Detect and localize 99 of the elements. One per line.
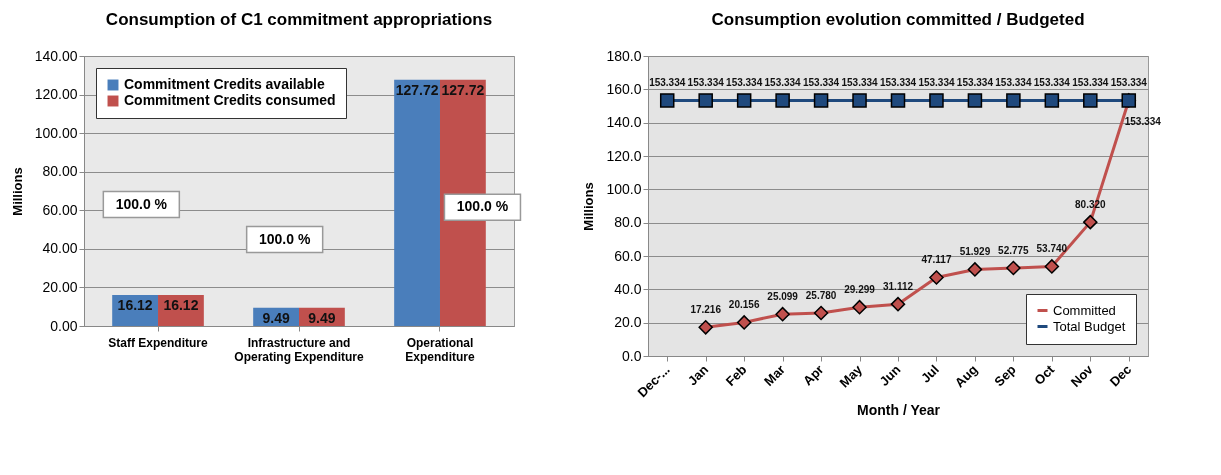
data-label: 153.334 xyxy=(764,77,802,89)
data-label: 153.334 xyxy=(1072,77,1109,89)
x-tick-label: Jun xyxy=(876,361,904,389)
chart-title: Consumption of C1 commitment appropriations xyxy=(105,10,493,29)
y-tick-label: 0.0 xyxy=(622,347,642,364)
data-label: 16.12 xyxy=(163,296,199,313)
data-label: 153.334 xyxy=(956,77,994,89)
bar xyxy=(394,79,440,326)
legend-label: Total Budget xyxy=(1053,318,1126,334)
y-tick-label: 140.0 xyxy=(606,114,642,131)
x-tick-label: Jul xyxy=(918,361,942,386)
point xyxy=(967,93,983,108)
point xyxy=(1044,93,1060,108)
y-tick-label: 120.0 xyxy=(606,147,642,164)
data-label: 153.334 xyxy=(726,77,763,89)
y-tick-label: 180.0 xyxy=(606,47,642,64)
x-tick-label: Infrastructure and Operating Expenditure xyxy=(234,335,364,364)
x-axis-title: Month / Year xyxy=(857,402,941,419)
data-label: 153.334 xyxy=(803,77,840,89)
point xyxy=(1006,260,1021,276)
point xyxy=(736,315,752,330)
data-label: 17.216 xyxy=(690,304,722,316)
data-label: 153.334 xyxy=(918,77,955,89)
annotation: 100.0 % xyxy=(258,230,311,247)
data-label: 153.334 xyxy=(879,77,917,89)
x-tick-label: May xyxy=(836,361,866,391)
x-tick-label: Staff Expenditure xyxy=(108,335,209,350)
legend-label: Committed xyxy=(1053,302,1116,318)
data-label: 25.099 xyxy=(767,291,799,303)
point xyxy=(890,93,906,108)
data-label: 127.72 xyxy=(441,81,485,98)
y-tick-label: 60.00 xyxy=(42,201,78,218)
x-tick-label: Sep xyxy=(991,361,1019,390)
y-tick-label: 100.0 xyxy=(606,180,642,197)
annotation: 100.0 % xyxy=(115,195,168,212)
y-tick-label: 0.00 xyxy=(50,317,78,334)
data-label: 9.49 xyxy=(308,309,336,326)
x-tick-label: Feb xyxy=(722,361,750,389)
x-tick-label: Mar xyxy=(761,361,789,389)
point xyxy=(852,93,867,108)
x-tick-label: Dec xyxy=(1106,361,1135,390)
y-tick-label: 80.0 xyxy=(614,214,642,231)
chart-title: Consumption evolution committed / Budgeted xyxy=(711,10,1085,29)
data-label: 52.775 xyxy=(998,245,1030,257)
y-tick-label: 160.0 xyxy=(606,80,642,97)
point xyxy=(775,93,790,108)
data-label: 29.299 xyxy=(844,284,876,296)
data-label: 153.334 xyxy=(1033,77,1071,89)
point xyxy=(1044,259,1060,274)
legend-label: Commitment Credits available xyxy=(124,76,325,92)
data-label: 20.156 xyxy=(728,299,760,311)
y-tick-label: 140.00 xyxy=(34,47,78,64)
data-label: 153.334 xyxy=(1124,116,1162,128)
point xyxy=(1083,214,1098,230)
data-label: 25.780 xyxy=(805,290,837,302)
y-tick-label: 20.0 xyxy=(614,314,642,331)
point xyxy=(1006,93,1021,108)
data-label: 47.117 xyxy=(921,254,952,266)
data-label: 51.929 xyxy=(959,246,991,258)
point xyxy=(813,93,829,108)
y-axis-title: Millions xyxy=(9,167,25,216)
legend-label: Commitment Credits consumed xyxy=(124,92,336,108)
y-tick-label: 60.0 xyxy=(614,247,642,264)
x-tick-label: Jan xyxy=(684,361,712,389)
point xyxy=(775,306,790,322)
data-label: 16.12 xyxy=(117,296,153,313)
point xyxy=(967,262,983,277)
x-tick-label: Apr xyxy=(800,361,827,389)
x-tick-label: Operational Expenditure xyxy=(405,335,475,364)
point xyxy=(698,93,713,108)
data-label: 153.334 xyxy=(649,77,686,89)
y-tick-label: 20.00 xyxy=(42,278,78,295)
data-label: 153.334 xyxy=(687,77,725,89)
data-label: 153.334 xyxy=(841,77,879,89)
point xyxy=(659,93,675,108)
point xyxy=(929,270,944,285)
point xyxy=(852,299,867,315)
data-label: 127.72 xyxy=(395,81,439,98)
point xyxy=(929,93,944,108)
data-label: 31.112 xyxy=(882,281,914,293)
x-tick-label: Nov xyxy=(1067,361,1097,390)
y-tick-label: 100.00 xyxy=(34,124,78,141)
data-label: 53.740 xyxy=(1036,243,1068,255)
data-label: 9.49 xyxy=(262,309,290,326)
data-label: 153.334 xyxy=(995,77,1032,89)
x-tick-label: Aug xyxy=(951,361,981,391)
y-tick-label: 120.00 xyxy=(34,86,78,103)
point xyxy=(813,305,829,321)
point xyxy=(890,296,906,312)
y-tick-label: 40.00 xyxy=(42,240,78,257)
point xyxy=(736,93,752,108)
y-tick-label: 40.0 xyxy=(614,280,642,297)
data-label: 153.334 xyxy=(1110,77,1148,89)
y-tick-label: 80.00 xyxy=(42,163,78,180)
point xyxy=(698,320,713,335)
x-tick-label: Oct xyxy=(1031,361,1058,388)
y-axis-title: Millions xyxy=(581,182,597,231)
annotation: 100.0 % xyxy=(456,198,509,215)
point xyxy=(1083,93,1098,108)
